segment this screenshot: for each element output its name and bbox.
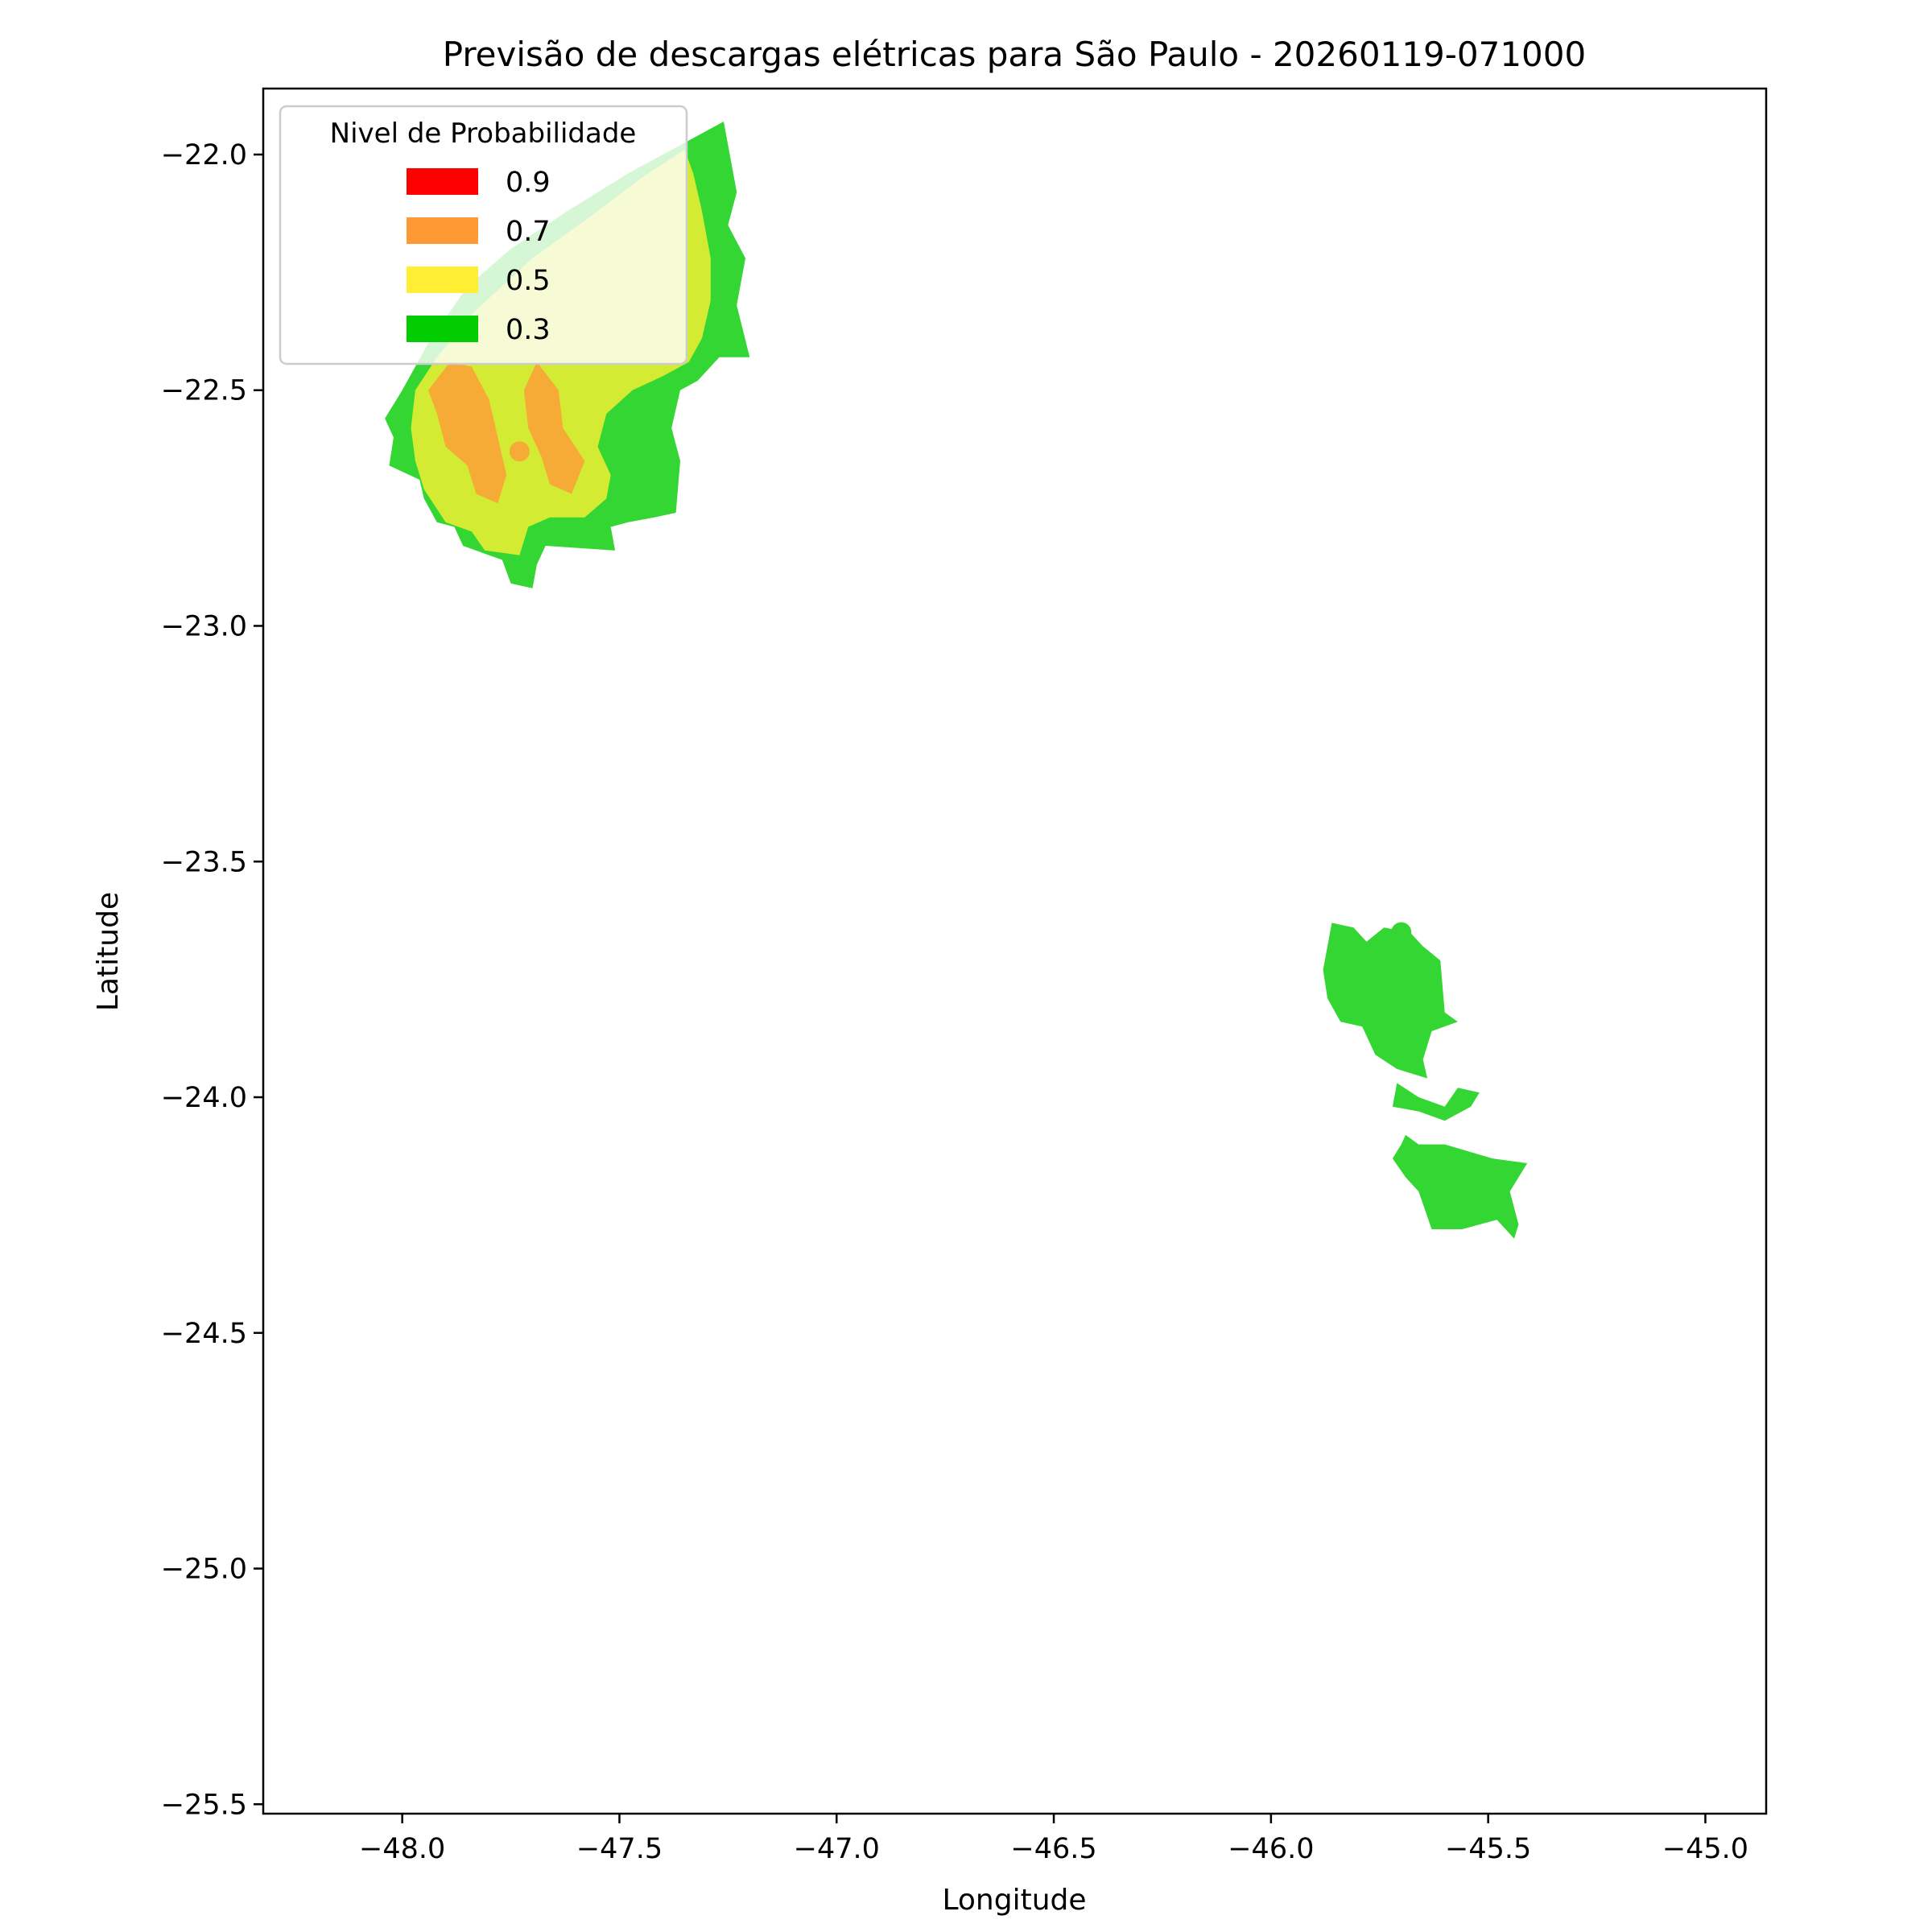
y-tick-label: −24.5 — [161, 1318, 247, 1350]
y-tick-label: −24.0 — [161, 1082, 247, 1114]
x-tick-label: −46.0 — [1228, 1833, 1314, 1865]
legend-swatch — [407, 316, 478, 342]
probability-region — [523, 361, 585, 494]
y-tick-label: −22.5 — [161, 375, 247, 407]
legend-label: 0.5 — [506, 265, 551, 297]
legend: Nivel de Probabilidade 0.9 0.7 0.5 0.3 — [279, 105, 688, 365]
x-axis-label: Longitude — [942, 1884, 1086, 1917]
axis-ticks: −48.0 −47.5 −47.0 −46.5 −46.0 −45.5 −45.0 −22.0… — [161, 139, 1748, 1865]
x-tick-label: −47.5 — [576, 1833, 663, 1865]
y-tick-label: −25.0 — [161, 1554, 247, 1586]
y-tick-label: −25.5 — [161, 1789, 247, 1821]
y-tick-label: −22.0 — [161, 139, 247, 171]
legend-swatch — [407, 168, 478, 195]
x-tick-label: −47.0 — [794, 1833, 880, 1865]
legend-entry: 0.3 — [407, 314, 551, 346]
axes-frame — [262, 87, 1768, 1815]
chart-title: Previsão de descargas elétricas para São… — [443, 35, 1586, 74]
legend-title: Nivel de Probabilidade — [330, 118, 637, 150]
legend-entry: 0.7 — [407, 216, 551, 248]
legend-swatch — [407, 266, 478, 293]
legend-label: 0.3 — [506, 314, 551, 346]
y-tick-label: −23.5 — [161, 846, 247, 878]
probability-region — [1392, 1083, 1480, 1121]
legend-label: 0.9 — [506, 167, 551, 199]
x-tick-label: −45.0 — [1662, 1833, 1748, 1865]
x-tick-label: −46.5 — [1010, 1833, 1096, 1865]
probability-region — [1392, 1134, 1528, 1239]
x-tick-label: −45.5 — [1445, 1833, 1531, 1865]
legend-box — [279, 105, 688, 365]
probability-region — [1323, 923, 1458, 1079]
legend-label: 0.7 — [506, 216, 551, 248]
probability-region — [428, 361, 507, 504]
legend-entry: 0.9 — [407, 167, 551, 199]
lightning-point — [509, 441, 530, 462]
x-tick-label: −48.0 — [359, 1833, 445, 1865]
y-tick-label: −23.0 — [161, 610, 247, 642]
y-axis-label: Latitude — [92, 892, 125, 1011]
lightning-point — [1391, 922, 1412, 943]
legend-entry: 0.5 — [407, 265, 551, 297]
legend-swatch — [407, 217, 478, 244]
